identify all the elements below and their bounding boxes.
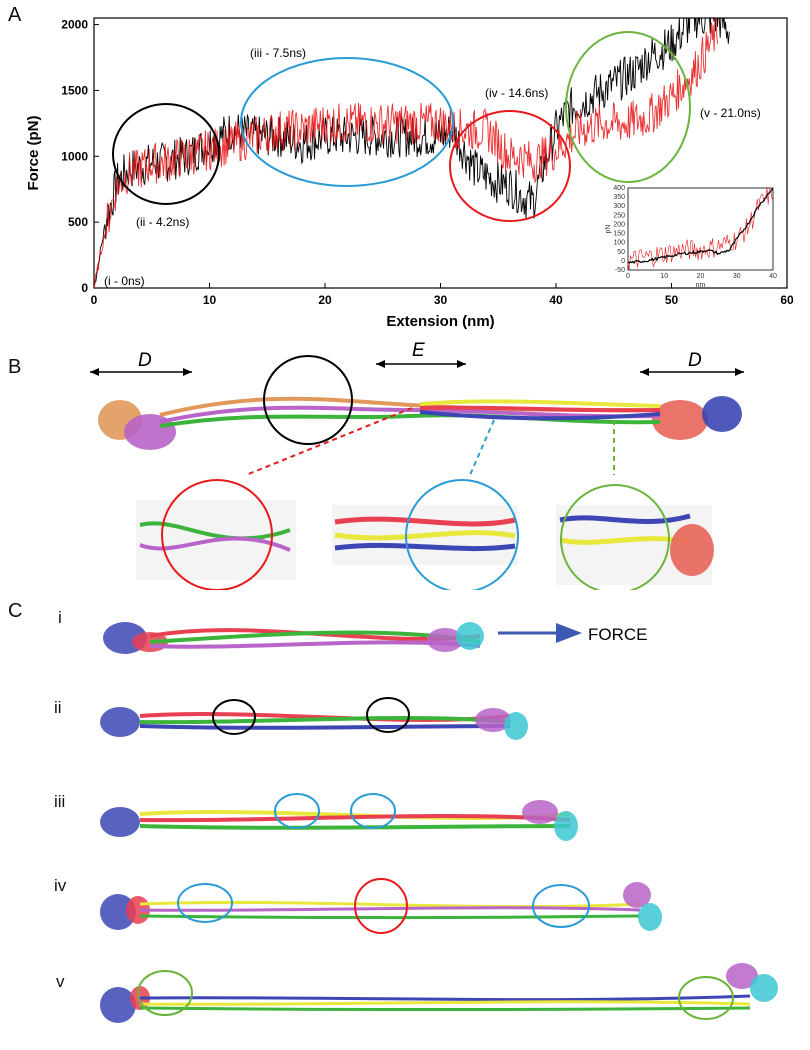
panel-label-c: C xyxy=(8,600,23,622)
inset-series-0 xyxy=(627,187,774,265)
annotation-label: (iii - 7.5ns) xyxy=(250,46,306,60)
inset-y-title: pN xyxy=(605,225,612,234)
x-tick-label: 10 xyxy=(203,293,217,307)
force-label: FORCE xyxy=(588,625,648,644)
panel-label-b: B xyxy=(8,356,22,378)
black-highlight-circle xyxy=(263,355,353,445)
snapshot-v xyxy=(100,963,778,1023)
zoom-d-region xyxy=(556,484,714,590)
ellipse-iii xyxy=(240,57,454,187)
d-right-arrow xyxy=(640,368,744,376)
y-tick-label: 1000 xyxy=(61,149,88,163)
inset-series-1 xyxy=(627,187,774,271)
row-label-i: i xyxy=(58,608,62,627)
y-tick-label: 500 xyxy=(68,215,88,229)
inset-y-tick: 400 xyxy=(613,185,625,192)
annotation-label: (v - 21.0ns) xyxy=(700,106,761,120)
inset-x-tick: 40 xyxy=(769,273,777,280)
row-label-iii: iii xyxy=(54,792,66,811)
x-tick-label: 40 xyxy=(549,293,563,307)
force-arrow xyxy=(498,623,582,643)
row-label-ii: ii xyxy=(54,698,62,717)
d-nodule-right xyxy=(652,396,742,440)
annotation-label: (ii - 4.2ns) xyxy=(136,215,189,229)
coiled-coil-bundle xyxy=(159,396,661,428)
x-axis-title: Extension (nm) xyxy=(386,313,494,330)
inset-y-tick: 300 xyxy=(613,203,625,210)
inset-frame xyxy=(627,187,774,271)
zoom-e-region xyxy=(136,479,296,590)
snapshot-i xyxy=(103,622,484,654)
panel-label-a: A xyxy=(8,4,22,26)
inset-x-tick: 30 xyxy=(733,273,741,280)
blue-leader-line xyxy=(469,419,495,476)
row-label-iv: iv xyxy=(54,876,67,895)
fibrinogen-structure-figure: D E D xyxy=(90,340,744,590)
ellipse-ii xyxy=(112,103,220,205)
e-label: E xyxy=(412,340,425,361)
inset-y-tick: 200 xyxy=(613,221,625,228)
inset-x-tick: 0 xyxy=(626,273,630,280)
inset-y-tick: -50 xyxy=(615,267,625,274)
x-tick-label: 30 xyxy=(434,293,448,307)
inset-y-tick: 150 xyxy=(613,231,625,238)
series-1-line xyxy=(94,18,719,288)
x-tick-label: 50 xyxy=(665,293,679,307)
y-tick-label: 0 xyxy=(81,281,88,295)
d-right-label: D xyxy=(688,350,702,371)
y-axis-title: Force (pN) xyxy=(25,115,42,190)
e-arrow xyxy=(376,360,466,368)
row-label-v: v xyxy=(56,972,65,991)
ellipse-iv xyxy=(449,110,571,222)
y-tick-label: 1500 xyxy=(61,83,88,97)
snapshot-iii xyxy=(100,793,578,841)
ellipse-v xyxy=(565,31,691,183)
inset-y-tick: 350 xyxy=(613,194,625,201)
inset-y-tick: 50 xyxy=(617,249,625,256)
x-tick-label: 0 xyxy=(91,293,98,307)
inset-x-tick: 10 xyxy=(660,273,668,280)
annotation-label: (i - 0ns) xyxy=(104,274,145,288)
zoom-coiled-coil xyxy=(332,479,519,590)
snapshot-ii xyxy=(100,697,528,740)
inset-y-tick: 0 xyxy=(621,258,625,265)
inset-y-tick: 250 xyxy=(613,212,625,219)
inset-x-tick: 20 xyxy=(697,273,705,280)
d-left-label: D xyxy=(138,350,152,371)
d-left-arrow xyxy=(90,368,192,376)
inset-x-title: nm xyxy=(696,282,706,289)
annotation-label: (iv - 14.6ns) xyxy=(485,86,548,100)
inset-y-tick: 100 xyxy=(613,240,625,247)
snapshot-iv xyxy=(100,878,662,934)
red-leader-line xyxy=(245,407,413,476)
stretching-snapshots: FORCE xyxy=(100,622,778,1023)
y-tick-label: 2000 xyxy=(61,18,88,32)
x-tick-label: 60 xyxy=(780,293,794,307)
x-tick-label: 20 xyxy=(318,293,332,307)
